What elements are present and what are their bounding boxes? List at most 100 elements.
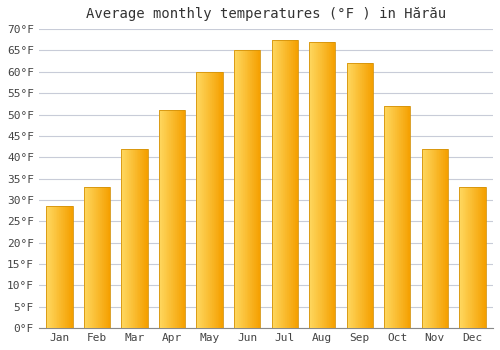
Bar	[477, 187, 478, 328]
Bar	[222, 72, 223, 328]
Bar	[256, 50, 257, 328]
Bar	[427, 149, 428, 328]
Bar	[328, 42, 329, 328]
Bar	[238, 50, 240, 328]
Bar	[404, 106, 405, 328]
Bar	[180, 110, 182, 328]
Bar	[319, 42, 320, 328]
Bar	[142, 149, 143, 328]
Bar	[122, 149, 148, 328]
Bar	[242, 50, 243, 328]
Bar	[94, 187, 95, 328]
Bar	[55, 206, 56, 328]
Bar	[277, 40, 278, 328]
Bar	[248, 50, 249, 328]
Bar	[432, 149, 433, 328]
Bar	[206, 72, 207, 328]
Bar	[159, 110, 185, 328]
Bar	[286, 40, 288, 328]
Bar	[93, 187, 94, 328]
Bar	[108, 187, 109, 328]
Bar	[70, 206, 72, 328]
Bar	[471, 187, 472, 328]
Bar	[217, 72, 218, 328]
Bar	[356, 63, 357, 328]
Bar	[53, 206, 54, 328]
Bar	[297, 40, 298, 328]
Bar	[473, 187, 474, 328]
Bar	[212, 72, 213, 328]
Bar	[87, 187, 88, 328]
Bar	[210, 72, 211, 328]
Bar	[360, 63, 361, 328]
Bar	[68, 206, 70, 328]
Bar	[408, 106, 409, 328]
Bar	[357, 63, 358, 328]
Bar	[423, 149, 424, 328]
Bar	[241, 50, 242, 328]
Bar	[311, 42, 312, 328]
Bar	[172, 110, 174, 328]
Bar	[435, 149, 436, 328]
Bar	[334, 42, 336, 328]
Bar	[146, 149, 147, 328]
Bar	[213, 72, 214, 328]
Bar	[47, 206, 48, 328]
Bar	[422, 149, 448, 328]
Bar	[363, 63, 364, 328]
Bar	[462, 187, 463, 328]
Bar	[200, 72, 201, 328]
Bar	[147, 149, 148, 328]
Bar	[460, 187, 461, 328]
Bar	[400, 106, 402, 328]
Bar	[368, 63, 369, 328]
Bar	[137, 149, 138, 328]
Bar	[143, 149, 144, 328]
Bar	[365, 63, 366, 328]
Bar	[276, 40, 277, 328]
Bar	[468, 187, 469, 328]
Bar	[219, 72, 220, 328]
Bar	[221, 72, 222, 328]
Bar	[295, 40, 296, 328]
Bar	[86, 187, 87, 328]
Bar	[333, 42, 334, 328]
Bar	[252, 50, 253, 328]
Bar	[164, 110, 165, 328]
Bar	[246, 50, 247, 328]
Bar	[102, 187, 103, 328]
Bar	[211, 72, 212, 328]
Bar	[443, 149, 444, 328]
Bar	[346, 63, 348, 328]
Bar	[122, 149, 124, 328]
Bar	[394, 106, 396, 328]
Bar	[331, 42, 332, 328]
Bar	[49, 206, 50, 328]
Bar	[215, 72, 216, 328]
Bar	[92, 187, 93, 328]
Bar	[209, 72, 210, 328]
Bar	[288, 40, 290, 328]
Bar	[145, 149, 146, 328]
Bar	[310, 42, 311, 328]
Bar	[327, 42, 328, 328]
Bar	[352, 63, 353, 328]
Bar	[355, 63, 356, 328]
Bar	[202, 72, 203, 328]
Bar	[208, 72, 209, 328]
Bar	[467, 187, 468, 328]
Bar	[204, 72, 205, 328]
Bar	[474, 187, 475, 328]
Bar	[91, 187, 92, 328]
Bar	[196, 72, 223, 328]
Title: Average monthly temperatures (°F ) in Hărău: Average monthly temperatures (°F ) in Hă…	[86, 7, 446, 21]
Bar	[442, 149, 443, 328]
Bar	[353, 63, 354, 328]
Bar	[479, 187, 480, 328]
Bar	[296, 40, 297, 328]
Bar	[461, 187, 462, 328]
Bar	[439, 149, 440, 328]
Bar	[316, 42, 317, 328]
Bar	[138, 149, 139, 328]
Bar	[95, 187, 96, 328]
